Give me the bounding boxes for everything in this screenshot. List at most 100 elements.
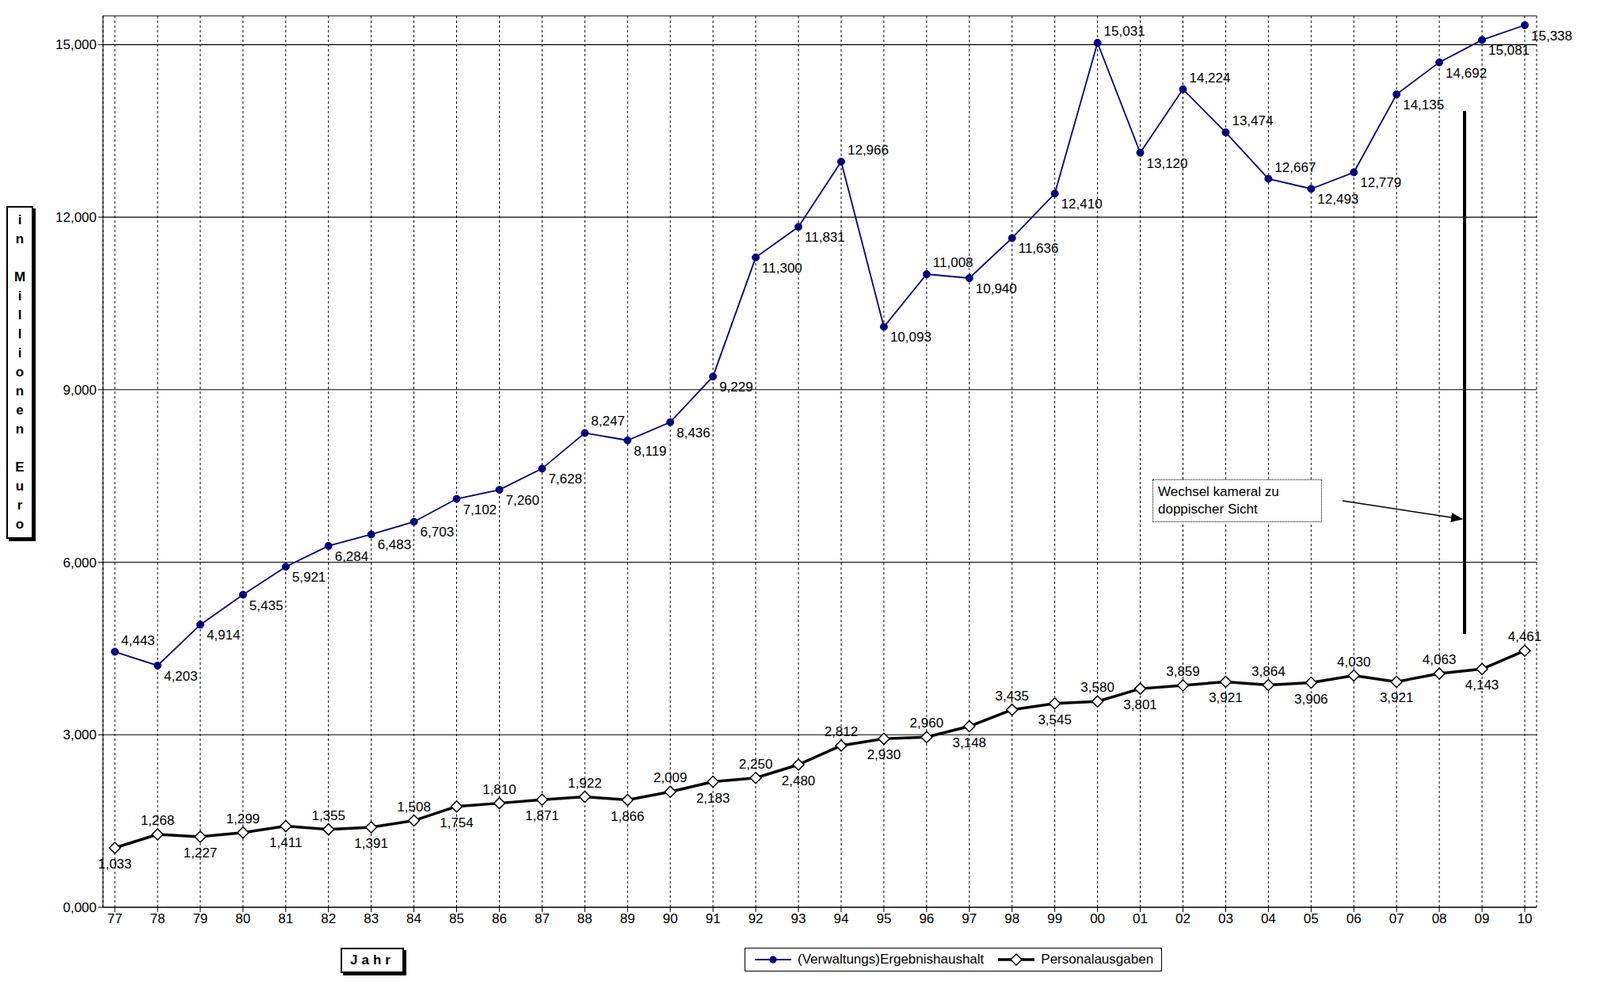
svg-text:6,483: 6,483	[377, 537, 412, 553]
svg-text:80: 80	[235, 910, 251, 926]
svg-text:82: 82	[320, 910, 336, 926]
svg-text:09: 09	[1474, 910, 1490, 926]
svg-text:11,636: 11,636	[1018, 240, 1060, 256]
svg-text:13,120: 13,120	[1146, 156, 1189, 172]
svg-text:06: 06	[1346, 910, 1362, 926]
svg-text:2,480: 2,480	[781, 773, 816, 789]
svg-text:3,921: 3,921	[1379, 689, 1414, 705]
svg-text:11,300: 11,300	[761, 260, 803, 276]
svg-text:78: 78	[149, 910, 165, 926]
svg-text:2,960: 2,960	[910, 715, 945, 731]
svg-text:83: 83	[363, 910, 379, 926]
svg-text:3,906: 3,906	[1294, 691, 1329, 707]
svg-text:04: 04	[1260, 910, 1277, 926]
svg-text:10,093: 10,093	[890, 329, 932, 345]
svg-text:1,508: 1,508	[396, 799, 431, 815]
svg-text:92: 92	[748, 910, 764, 926]
svg-text:8,119: 8,119	[633, 443, 667, 459]
svg-text:93: 93	[791, 910, 807, 926]
svg-text:90: 90	[662, 910, 679, 926]
svg-text:15,081: 15,081	[1488, 42, 1530, 58]
svg-text:96: 96	[918, 910, 934, 926]
svg-text:2,009: 2,009	[653, 769, 688, 785]
svg-text:79: 79	[192, 910, 208, 926]
svg-text:08: 08	[1432, 910, 1448, 926]
svg-text:3,580: 3,580	[1080, 679, 1115, 695]
svg-text:3,435: 3,435	[994, 688, 1029, 704]
svg-text:6,284: 6,284	[335, 548, 370, 564]
svg-text:84: 84	[406, 910, 422, 926]
svg-text:1,810: 1,810	[482, 781, 517, 797]
svg-text:85: 85	[449, 910, 465, 926]
svg-text:12,667: 12,667	[1274, 160, 1316, 176]
svg-text:4,443: 4,443	[121, 632, 156, 648]
svg-text:12,000: 12,000	[55, 209, 97, 225]
svg-text:12,410: 12,410	[1061, 196, 1103, 212]
svg-text:01: 01	[1132, 910, 1148, 926]
svg-text:10,940: 10,940	[975, 281, 1018, 297]
svg-text:14,224: 14,224	[1188, 70, 1231, 86]
svg-text:14,135: 14,135	[1402, 97, 1444, 113]
svg-text:1,268: 1,268	[140, 812, 176, 828]
svg-text:81: 81	[278, 910, 294, 926]
svg-text:91: 91	[705, 910, 721, 926]
svg-text:12,493: 12,493	[1317, 191, 1359, 207]
svg-text:13,474: 13,474	[1231, 113, 1273, 129]
svg-text:3,148: 3,148	[952, 735, 987, 751]
svg-text:00: 00	[1089, 910, 1105, 926]
svg-text:3,801: 3,801	[1123, 697, 1158, 713]
svg-text:95: 95	[876, 910, 892, 926]
svg-text:4,203: 4,203	[163, 668, 199, 684]
svg-text:7,260: 7,260	[505, 492, 540, 508]
svg-text:4,063: 4,063	[1422, 651, 1457, 667]
svg-text:98: 98	[1004, 910, 1020, 926]
svg-text:5,921: 5,921	[292, 569, 327, 585]
svg-text:15,000: 15,000	[55, 37, 97, 53]
svg-text:8,247: 8,247	[590, 413, 625, 429]
svg-text:1,866: 1,866	[610, 808, 645, 824]
svg-text:1,871: 1,871	[525, 807, 560, 823]
svg-text:1,033: 1,033	[98, 856, 133, 872]
svg-text:14,692: 14,692	[1445, 65, 1487, 81]
svg-text:1,411: 1,411	[269, 834, 302, 850]
svg-text:97: 97	[961, 910, 977, 926]
svg-text:3,000: 3,000	[62, 727, 97, 743]
svg-text:5,435: 5,435	[249, 598, 284, 614]
svg-text:05: 05	[1303, 910, 1319, 926]
svg-text:12,779: 12,779	[1360, 175, 1402, 191]
svg-text:7,628: 7,628	[548, 471, 583, 487]
svg-text:99: 99	[1047, 910, 1063, 926]
svg-text:1,227: 1,227	[183, 845, 218, 861]
svg-text:4,914: 4,914	[206, 627, 241, 643]
svg-text:2,812: 2,812	[824, 723, 859, 740]
svg-text:1,391: 1,391	[354, 835, 389, 851]
svg-text:89: 89	[620, 910, 636, 926]
svg-text:9,000: 9,000	[62, 382, 97, 398]
svg-text:03: 03	[1218, 910, 1234, 926]
svg-text:1,922: 1,922	[567, 775, 602, 791]
svg-text:87: 87	[534, 910, 550, 926]
svg-text:11,831: 11,831	[804, 229, 846, 245]
svg-text:3,921: 3,921	[1208, 689, 1243, 705]
svg-text:94: 94	[834, 910, 850, 926]
svg-text:2,250: 2,250	[739, 756, 774, 772]
svg-text:15,338: 15,338	[1531, 28, 1573, 44]
svg-text:0,000: 0,000	[62, 899, 97, 915]
svg-text:02: 02	[1175, 910, 1191, 926]
svg-text:11,008: 11,008	[933, 255, 974, 271]
svg-text:9,229: 9,229	[719, 379, 754, 395]
svg-text:4,030: 4,030	[1337, 654, 1372, 670]
svg-text:3,859: 3,859	[1165, 663, 1200, 679]
svg-text:1,355: 1,355	[311, 807, 346, 823]
svg-text:4,143: 4,143	[1465, 677, 1500, 693]
svg-text:77: 77	[107, 910, 123, 926]
svg-text:2,183: 2,183	[696, 790, 731, 806]
svg-text:2,930: 2,930	[867, 746, 902, 762]
svg-text:3,864: 3,864	[1251, 663, 1286, 679]
svg-text:4,461: 4,461	[1508, 628, 1543, 644]
svg-text:1,299: 1,299	[226, 811, 261, 827]
svg-text:15,031: 15,031	[1104, 23, 1146, 39]
svg-text:3,545: 3,545	[1037, 712, 1072, 728]
svg-text:6,703: 6,703	[420, 524, 455, 540]
svg-text:12,966: 12,966	[847, 142, 889, 158]
